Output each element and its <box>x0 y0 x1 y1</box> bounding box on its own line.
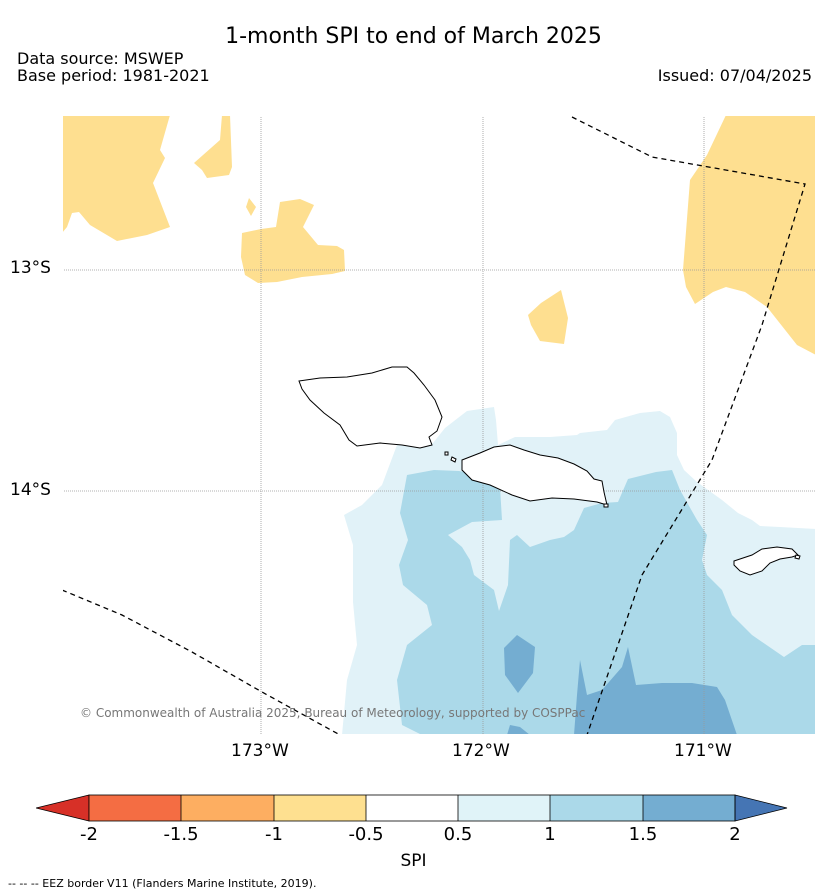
graticule <box>62 115 816 735</box>
base-period: Base period: 1981-2021 <box>17 66 210 85</box>
island-manono <box>444 451 449 456</box>
map-title: 1-month SPI to end of March 2025 <box>225 24 602 49</box>
dry-region-northwest <box>62 115 170 241</box>
colorbar-segment-6 <box>550 795 643 821</box>
island-outlines <box>298 366 801 576</box>
colorbar-arrow-low <box>36 794 90 822</box>
eez-border-southwest <box>62 589 341 735</box>
dry-region-north-small <box>194 115 232 178</box>
eez-legend-note: -- -- -- EEZ border V11 (Flanders Marine… <box>8 877 317 890</box>
colorbar-segment-2 <box>181 795 274 821</box>
wet-mid-region <box>397 470 816 735</box>
colorbar-tick-2: -1.5 <box>163 824 199 845</box>
lat-label-14s: 14°S <box>10 480 51 500</box>
colorbar-tick-5: 0.5 <box>443 824 473 845</box>
colorbar-tick-3: -1 <box>265 824 283 845</box>
copyright-notice: © Commonwealth of Australia 2025, Bureau… <box>80 706 586 720</box>
wet-strong-region-center <box>504 635 535 693</box>
eez-border-northeast <box>571 116 806 735</box>
dry-anomaly-regions <box>62 115 816 355</box>
spi-map <box>62 115 816 735</box>
dry-region-central-west <box>241 199 345 283</box>
lon-label-173w: 173°W <box>231 741 289 761</box>
colorbar-outline <box>88 794 736 822</box>
colorbar-segment-4 <box>366 795 458 821</box>
colorbar-segment-5 <box>458 795 550 821</box>
colorbar-tick-8: 2 <box>729 824 741 845</box>
lon-label-171w: 171°W <box>674 741 732 761</box>
colorbar-tick-1: -2 <box>80 824 98 845</box>
colorbar-segment-7 <box>643 795 735 821</box>
colorbar-arrow-high <box>734 794 788 822</box>
colorbar-label: SPI <box>400 851 427 871</box>
dry-region-northeast <box>683 115 816 355</box>
colorbar-tick-6: 1 <box>544 824 556 845</box>
issued-date: Issued: 07/04/2025 <box>657 66 812 85</box>
island-aunuu <box>794 554 801 560</box>
wet-strong-region-southeast <box>574 647 737 735</box>
wet-strong-region-south <box>507 725 530 735</box>
island-nuutele <box>603 503 609 508</box>
island-tutuila <box>733 546 799 576</box>
dry-region-central <box>528 290 568 344</box>
colorbar-dividers <box>180 795 644 821</box>
colorbar-segment-1 <box>89 795 181 821</box>
colorbar-tick-4: -0.5 <box>348 824 384 845</box>
map-frame <box>62 115 816 735</box>
lon-label-172w: 172°W <box>452 741 510 761</box>
lat-label-13s: 13°S <box>10 258 51 278</box>
colorbar-tick-7: 1.5 <box>628 824 658 845</box>
spi-colorbar <box>36 794 788 822</box>
dry-region-islet <box>246 198 256 216</box>
island-savaii <box>298 366 443 449</box>
wet-strong-regions <box>504 635 737 735</box>
colorbar-segment-3 <box>274 795 366 821</box>
data-source: Data source: MSWEP <box>17 49 184 68</box>
island-upolu <box>461 444 608 506</box>
eez-borders <box>62 116 806 735</box>
island-apolima <box>450 456 457 463</box>
